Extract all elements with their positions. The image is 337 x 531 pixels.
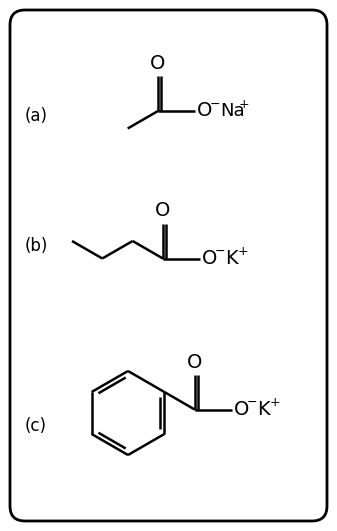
Text: K: K: [225, 249, 238, 268]
Text: O: O: [155, 201, 171, 220]
Text: O: O: [187, 353, 203, 372]
Text: Na: Na: [220, 102, 245, 120]
Text: −: −: [215, 245, 225, 258]
Text: K: K: [257, 400, 269, 419]
Text: O: O: [150, 54, 166, 73]
Text: O: O: [234, 400, 249, 419]
Text: +: +: [238, 245, 249, 258]
Text: (a): (a): [25, 107, 48, 125]
Text: O: O: [202, 249, 217, 268]
Text: (c): (c): [25, 417, 47, 435]
Text: +: +: [270, 396, 280, 409]
Text: +: +: [239, 98, 250, 110]
Text: O: O: [197, 101, 212, 121]
Text: −: −: [247, 396, 257, 409]
Text: (b): (b): [25, 237, 49, 255]
Text: −: −: [210, 98, 220, 110]
FancyBboxPatch shape: [10, 10, 327, 521]
